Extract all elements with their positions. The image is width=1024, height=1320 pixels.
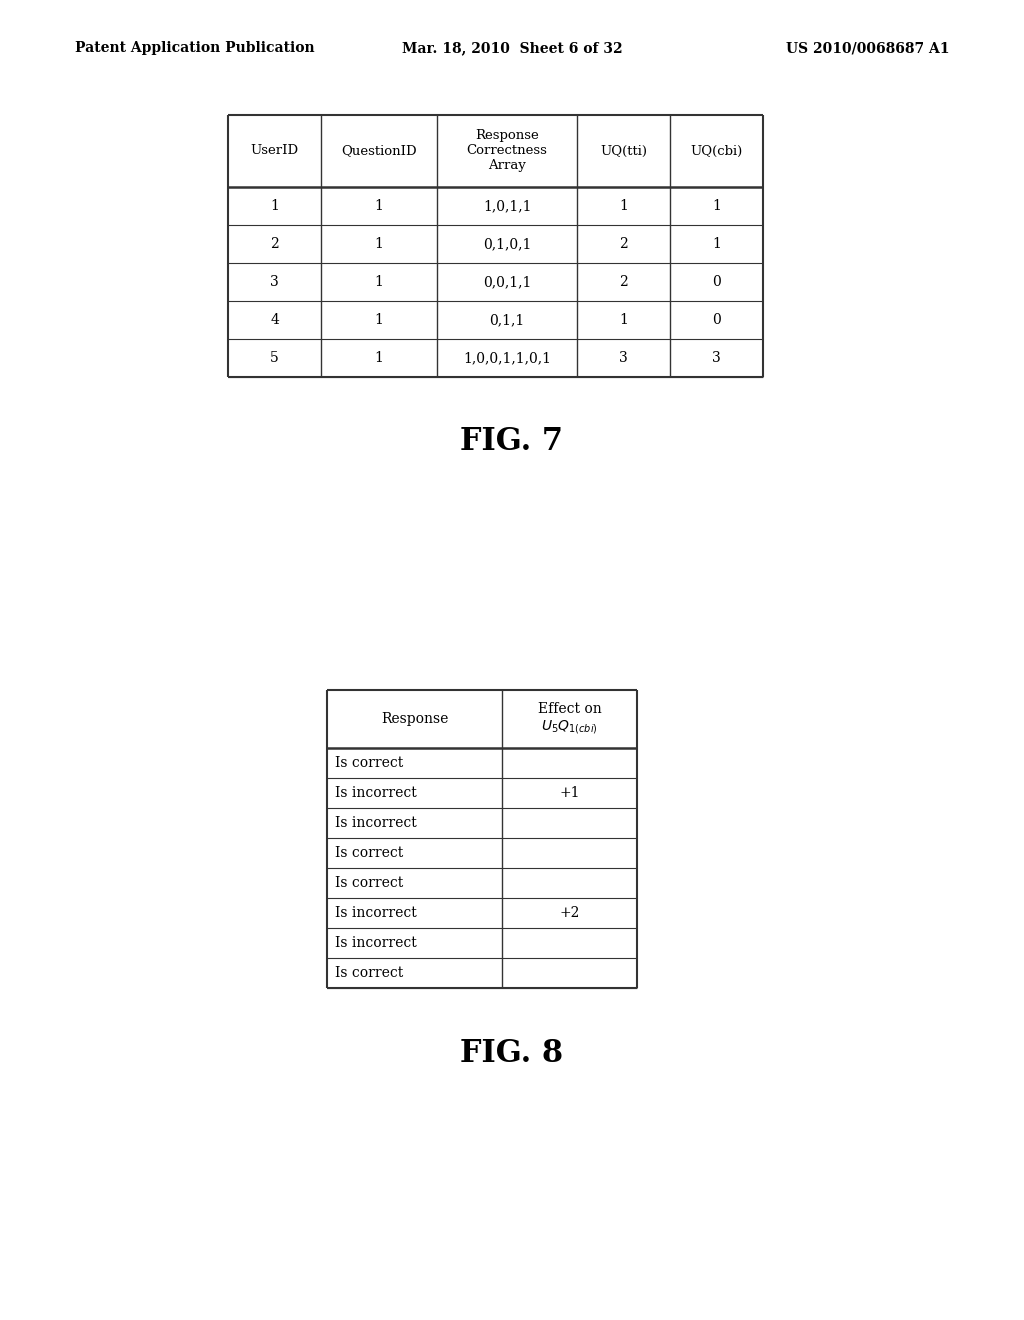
Text: 2: 2 [270, 238, 279, 251]
Text: 1: 1 [712, 199, 721, 213]
Text: FIG. 8: FIG. 8 [461, 1038, 563, 1068]
Text: 1: 1 [618, 199, 628, 213]
Text: 1: 1 [375, 313, 384, 327]
Text: Is incorrect: Is incorrect [335, 816, 417, 830]
Text: 0,1,0,1: 0,1,0,1 [483, 238, 531, 251]
Text: 1: 1 [712, 238, 721, 251]
Text: 1: 1 [375, 238, 384, 251]
Text: 4: 4 [270, 313, 279, 327]
Text: +2: +2 [559, 906, 580, 920]
Text: 0: 0 [712, 313, 721, 327]
Text: 1,0,0,1,1,0,1: 1,0,0,1,1,0,1 [463, 351, 551, 366]
Text: 3: 3 [270, 275, 279, 289]
Text: 1: 1 [618, 313, 628, 327]
Text: 3: 3 [712, 351, 721, 366]
Text: FIG. 7: FIG. 7 [461, 426, 563, 458]
Text: Is incorrect: Is incorrect [335, 906, 417, 920]
Text: Effect on
$U_5Q_{1(cbi)}$: Effect on $U_5Q_{1(cbi)}$ [538, 702, 601, 737]
Text: UserID: UserID [251, 144, 299, 157]
Text: 0,0,1,1: 0,0,1,1 [483, 275, 531, 289]
Text: UQ(cbi): UQ(cbi) [690, 144, 742, 157]
Text: Is correct: Is correct [335, 876, 403, 890]
Text: UQ(tti): UQ(tti) [600, 144, 647, 157]
Text: Response
Correctness
Array: Response Correctness Array [467, 129, 548, 173]
Text: US 2010/0068687 A1: US 2010/0068687 A1 [786, 41, 950, 55]
Text: Mar. 18, 2010  Sheet 6 of 32: Mar. 18, 2010 Sheet 6 of 32 [401, 41, 623, 55]
Text: 1: 1 [375, 199, 384, 213]
Text: Response: Response [381, 711, 449, 726]
Text: +1: +1 [559, 785, 580, 800]
Text: 1: 1 [270, 199, 279, 213]
Text: Is correct: Is correct [335, 966, 403, 979]
Text: 1,0,1,1: 1,0,1,1 [483, 199, 531, 213]
Text: 0: 0 [712, 275, 721, 289]
Text: 0,1,1: 0,1,1 [489, 313, 524, 327]
Text: 2: 2 [620, 238, 628, 251]
Text: 3: 3 [620, 351, 628, 366]
Text: Is incorrect: Is incorrect [335, 936, 417, 950]
Text: 2: 2 [620, 275, 628, 289]
Text: QuestionID: QuestionID [341, 144, 417, 157]
Text: Is correct: Is correct [335, 846, 403, 861]
Text: Is correct: Is correct [335, 756, 403, 770]
Text: Patent Application Publication: Patent Application Publication [75, 41, 314, 55]
Text: 1: 1 [375, 275, 384, 289]
Text: Is incorrect: Is incorrect [335, 785, 417, 800]
Text: 1: 1 [375, 351, 384, 366]
Text: 5: 5 [270, 351, 279, 366]
